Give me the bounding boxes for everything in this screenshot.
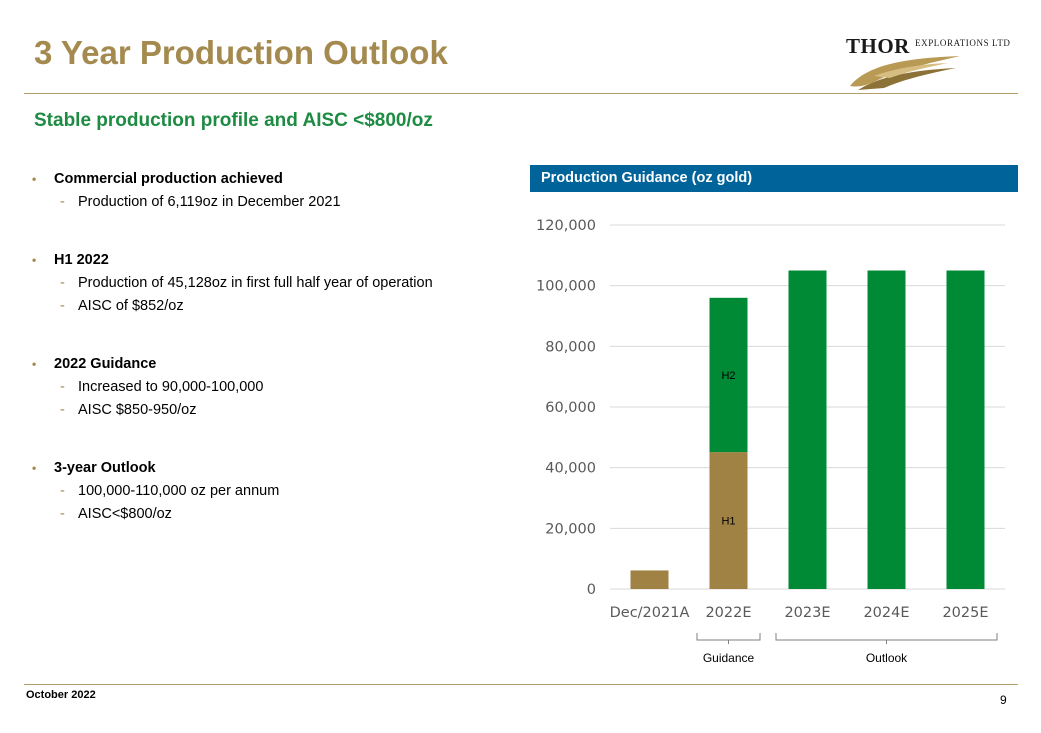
group-bracket [696, 633, 761, 644]
chart-header: Production Guidance (oz gold) [530, 165, 1018, 192]
bullet-heading: Commercial production achieved [30, 170, 500, 188]
x-tick-label: Dec/2021A [610, 605, 690, 621]
sub-bullet-item: Increased to 90,000-100,000 [30, 376, 500, 399]
sub-bullet-list: Production of 6,119oz in December 2021 [30, 191, 500, 214]
footer-date: October 2022 [26, 689, 96, 701]
bar-segment [788, 270, 827, 589]
sub-bullet-item: Production of 6,119oz in December 2021 [30, 191, 500, 214]
logo-name: THOR [846, 34, 910, 58]
y-tick-label: 100,000 [536, 279, 596, 295]
bar-segment [709, 452, 748, 589]
x-tick-label: 2022E [705, 605, 751, 621]
y-tick-label: 120,000 [536, 218, 596, 234]
bullet-item: Commercial production achieved Productio… [30, 170, 500, 214]
header-divider [24, 93, 1018, 94]
wing-logo-icon [850, 56, 960, 90]
production-guidance-chart: 0 20,000 40,000 60,000 80,000 100,000 120,000 H… [536, 218, 1005, 665]
sub-bullet-item: Production of 45,128oz in first full hal… [30, 272, 500, 295]
bullet-item: 3-year Outlook 100,000-110,000 oz per an… [30, 459, 500, 526]
bullet-heading: 3-year Outlook [30, 459, 500, 477]
bullet-list: Commercial production achieved Productio… [30, 170, 500, 563]
bar-segment [946, 270, 985, 589]
bullet-heading: H1 2022 [30, 251, 500, 269]
bullet-heading: 2022 Guidance [30, 355, 500, 373]
y-tick-label: 20,000 [545, 521, 596, 537]
sub-bullet-item: AISC $850-950/oz [30, 399, 500, 422]
sub-bullet-list: Increased to 90,000-100,000 AISC $850-95… [30, 376, 500, 422]
x-tick-label: 2025E [942, 605, 988, 621]
y-tick-label: 40,000 [545, 461, 596, 477]
x-tick-label: 2024E [863, 605, 909, 621]
sub-bullet-list: Production of 45,128oz in first full hal… [30, 272, 500, 318]
segment-label: H1 [721, 516, 735, 528]
company-logo: THOR EXPLORATIONS LTD [846, 30, 1016, 92]
y-tick-label: 0 [587, 582, 596, 598]
sub-bullet-item: AISC of $852/oz [30, 295, 500, 318]
bullet-item: H1 2022 Production of 45,128oz in first … [30, 251, 500, 318]
segment-label: H2 [721, 370, 735, 382]
footer-divider [24, 684, 1018, 685]
bar-segment [867, 270, 906, 589]
bar-segment [630, 570, 669, 589]
slide-subtitle: Stable production profile and AISC <$800… [34, 110, 433, 131]
group-label: Outlook [866, 651, 908, 665]
bar-segment [709, 297, 748, 453]
group-label: Guidance [703, 651, 755, 665]
logo-suffix: EXPLORATIONS LTD [915, 38, 1011, 48]
sub-bullet-list: 100,000-110,000 oz per annum AISC<$800/o… [30, 480, 500, 526]
y-tick-label: 60,000 [545, 400, 596, 416]
sub-bullet-item: AISC<$800/oz [30, 503, 500, 526]
sub-bullet-item: 100,000-110,000 oz per annum [30, 480, 500, 503]
x-tick-label: 2023E [784, 605, 830, 621]
y-tick-label: 80,000 [545, 339, 596, 355]
group-bracket [775, 633, 998, 644]
slide-title: 3 Year Production Outlook [34, 34, 448, 71]
bullet-item: 2022 Guidance Increased to 90,000-100,00… [30, 355, 500, 422]
page-number: 9 [1000, 693, 1007, 707]
